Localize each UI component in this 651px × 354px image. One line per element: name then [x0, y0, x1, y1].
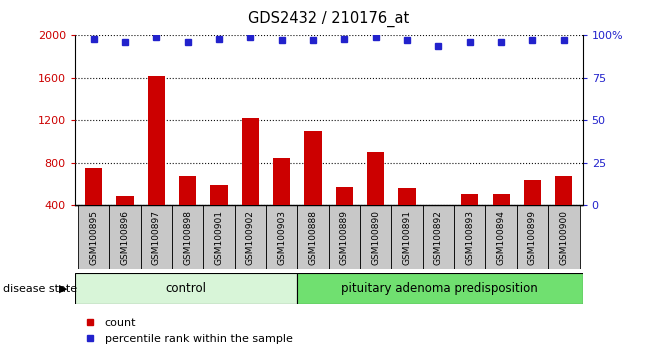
- Bar: [266, 205, 298, 269]
- Bar: [454, 205, 486, 269]
- Bar: [297, 273, 583, 304]
- Bar: [148, 76, 165, 205]
- Bar: [391, 205, 422, 269]
- Bar: [486, 205, 517, 269]
- Bar: [203, 205, 235, 269]
- Bar: [75, 273, 297, 304]
- Text: GSM100898: GSM100898: [183, 210, 192, 265]
- Bar: [517, 205, 548, 269]
- Bar: [85, 167, 102, 205]
- Legend: count, percentile rank within the sample: count, percentile rank within the sample: [81, 314, 298, 348]
- Text: GSM100889: GSM100889: [340, 210, 349, 265]
- Bar: [548, 205, 579, 269]
- Text: GSM100902: GSM100902: [246, 210, 255, 265]
- Bar: [305, 131, 322, 205]
- Text: GSM100891: GSM100891: [402, 210, 411, 265]
- Bar: [109, 205, 141, 269]
- Bar: [235, 205, 266, 269]
- Text: GSM100892: GSM100892: [434, 210, 443, 265]
- Bar: [179, 176, 197, 205]
- Bar: [493, 194, 510, 205]
- Bar: [367, 152, 384, 205]
- Text: GSM100903: GSM100903: [277, 210, 286, 265]
- Bar: [242, 118, 259, 205]
- Text: GSM100893: GSM100893: [465, 210, 475, 265]
- Bar: [117, 196, 133, 205]
- Bar: [329, 205, 360, 269]
- Text: ▶: ▶: [59, 284, 67, 293]
- Bar: [172, 205, 203, 269]
- Text: GSM100900: GSM100900: [559, 210, 568, 265]
- Bar: [210, 185, 228, 205]
- Text: pituitary adenoma predisposition: pituitary adenoma predisposition: [342, 282, 538, 295]
- Text: disease state: disease state: [3, 284, 77, 293]
- Text: control: control: [165, 282, 206, 295]
- Bar: [273, 158, 290, 205]
- Bar: [398, 188, 416, 205]
- Text: GSM100895: GSM100895: [89, 210, 98, 265]
- Text: GSM100899: GSM100899: [528, 210, 537, 265]
- Bar: [298, 205, 329, 269]
- Bar: [555, 176, 572, 205]
- Bar: [461, 194, 478, 205]
- Bar: [141, 205, 172, 269]
- Bar: [336, 187, 353, 205]
- Text: GSM100897: GSM100897: [152, 210, 161, 265]
- Bar: [422, 205, 454, 269]
- Bar: [524, 180, 541, 205]
- Text: GSM100890: GSM100890: [371, 210, 380, 265]
- Text: GDS2432 / 210176_at: GDS2432 / 210176_at: [248, 11, 409, 27]
- Bar: [360, 205, 391, 269]
- Text: GSM100896: GSM100896: [120, 210, 130, 265]
- Text: GSM100901: GSM100901: [215, 210, 223, 265]
- Text: GSM100894: GSM100894: [497, 210, 506, 265]
- Text: GSM100888: GSM100888: [309, 210, 318, 265]
- Bar: [78, 205, 109, 269]
- Bar: [430, 205, 447, 210]
